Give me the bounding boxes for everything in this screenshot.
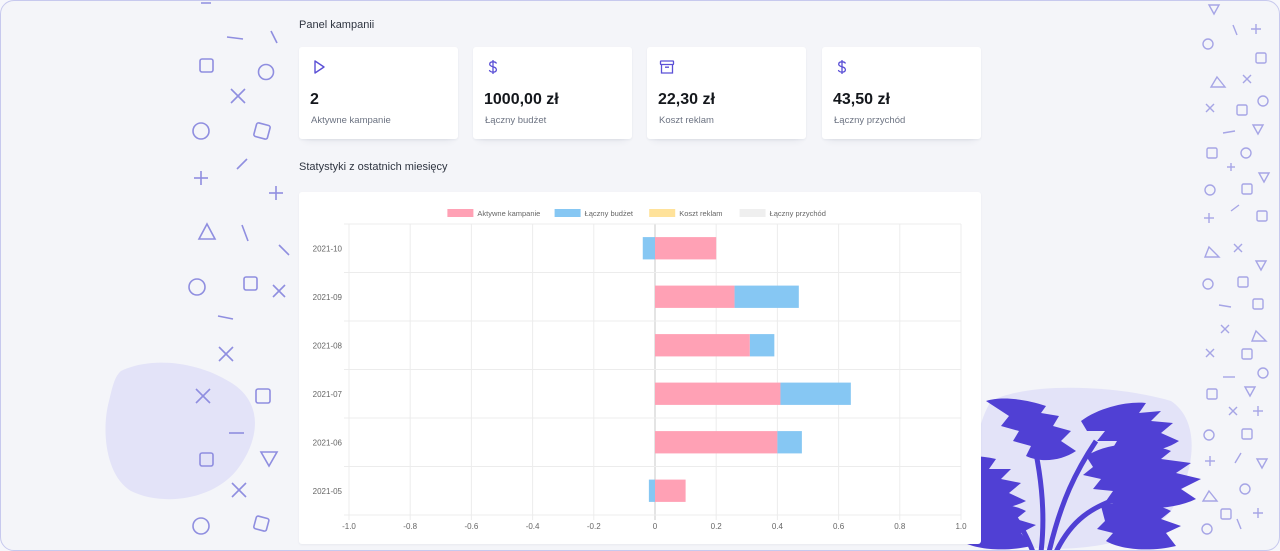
stats-title: Statystyki z ostatnich miesięcy [299,161,448,173]
y-tick-label: 2021-08 [313,341,343,350]
x-tick-label: 0.8 [894,522,906,531]
legend-label: Łączny budżet [585,209,634,218]
stat-card-total-budget[interactable]: 1000,00 zł Łączny budżet [473,47,632,139]
y-tick-label: 2021-07 [313,390,343,399]
stat-value: 22,30 zł [658,91,715,108]
x-tick-label: 0.4 [772,522,784,531]
x-tick-label: -1.0 [342,522,356,531]
stat-card-active-campaigns[interactable]: 2 Aktywne kampanie [299,47,458,139]
bar-2021-06-series-1 [777,431,802,454]
decor-shapes-right [1201,4,1271,535]
stat-value: 1000,00 zł [484,91,559,108]
stat-label: Aktywne kampanie [311,115,391,126]
bar-2021-10-series-0 [655,237,717,260]
legend-swatch [649,209,676,217]
x-tick-label: 0.2 [711,522,723,531]
play-icon [314,60,325,74]
legend-label: Koszt reklam [679,209,722,218]
bar-2021-05-series-1 [648,479,655,502]
bar-2021-06-series-0 [655,431,778,454]
x-tick-label: 1.0 [955,522,967,531]
x-tick-label: -0.8 [403,522,417,531]
decor-blob-left [105,362,255,500]
legend-label: Łączny przychód [770,209,826,218]
stats-chart-card: -1.0 -0.8 -0.6 -0.4 -0.2 0 0.2 0.4 0.6 0.8 1.0 2021… [299,192,981,544]
x-tick-label: 0 [653,522,658,531]
bar-2021-07-series-0 [655,382,781,405]
decor-shapes-left [188,2,290,535]
x-tick-label: -0.2 [587,522,601,531]
dollar-icon [837,60,847,74]
stat-card-ad-cost[interactable]: 22,30 zł Koszt reklam [647,47,806,139]
bar-2021-10-series-1 [642,237,655,260]
x-tick-label: -0.6 [465,522,479,531]
y-tick-label: 2021-05 [313,487,343,496]
legend-swatch [554,209,581,217]
dollar-icon [488,60,498,74]
stat-label: Łączny przychód [834,115,906,126]
stat-value: 43,50 zł [833,91,890,108]
decor-plant [921,398,1201,550]
legend-swatch [447,209,474,217]
legend-label: Aktywne kampanie [477,209,540,218]
panel-title: Panel kampanii [299,19,375,31]
stats-bar-chart: -1.0 -0.8 -0.6 -0.4 -0.2 0 0.2 0.4 0.6 0.8 1.0 2021… [313,209,967,531]
bar-2021-09-series-0 [655,285,735,308]
y-tick-label: 2021-10 [313,244,343,253]
x-tick-label: 0.6 [833,522,845,531]
bar-2021-09-series-1 [734,285,799,308]
archive-icon [659,60,675,74]
stat-label: Łączny budżet [485,115,547,126]
stat-label: Koszt reklam [659,115,714,126]
stat-card-total-revenue[interactable]: 43,50 zł Łączny przychód [822,47,981,139]
stat-value: 2 [310,91,319,108]
y-tick-label: 2021-09 [313,293,343,302]
bar-2021-07-series-1 [780,382,851,405]
y-tick-label: 2021-06 [313,438,343,447]
bar-2021-08-series-0 [655,334,750,357]
bar-2021-08-series-1 [749,334,775,357]
bar-2021-05-series-0 [655,479,686,502]
legend-swatch [739,209,766,217]
x-tick-label: -0.4 [526,522,540,531]
